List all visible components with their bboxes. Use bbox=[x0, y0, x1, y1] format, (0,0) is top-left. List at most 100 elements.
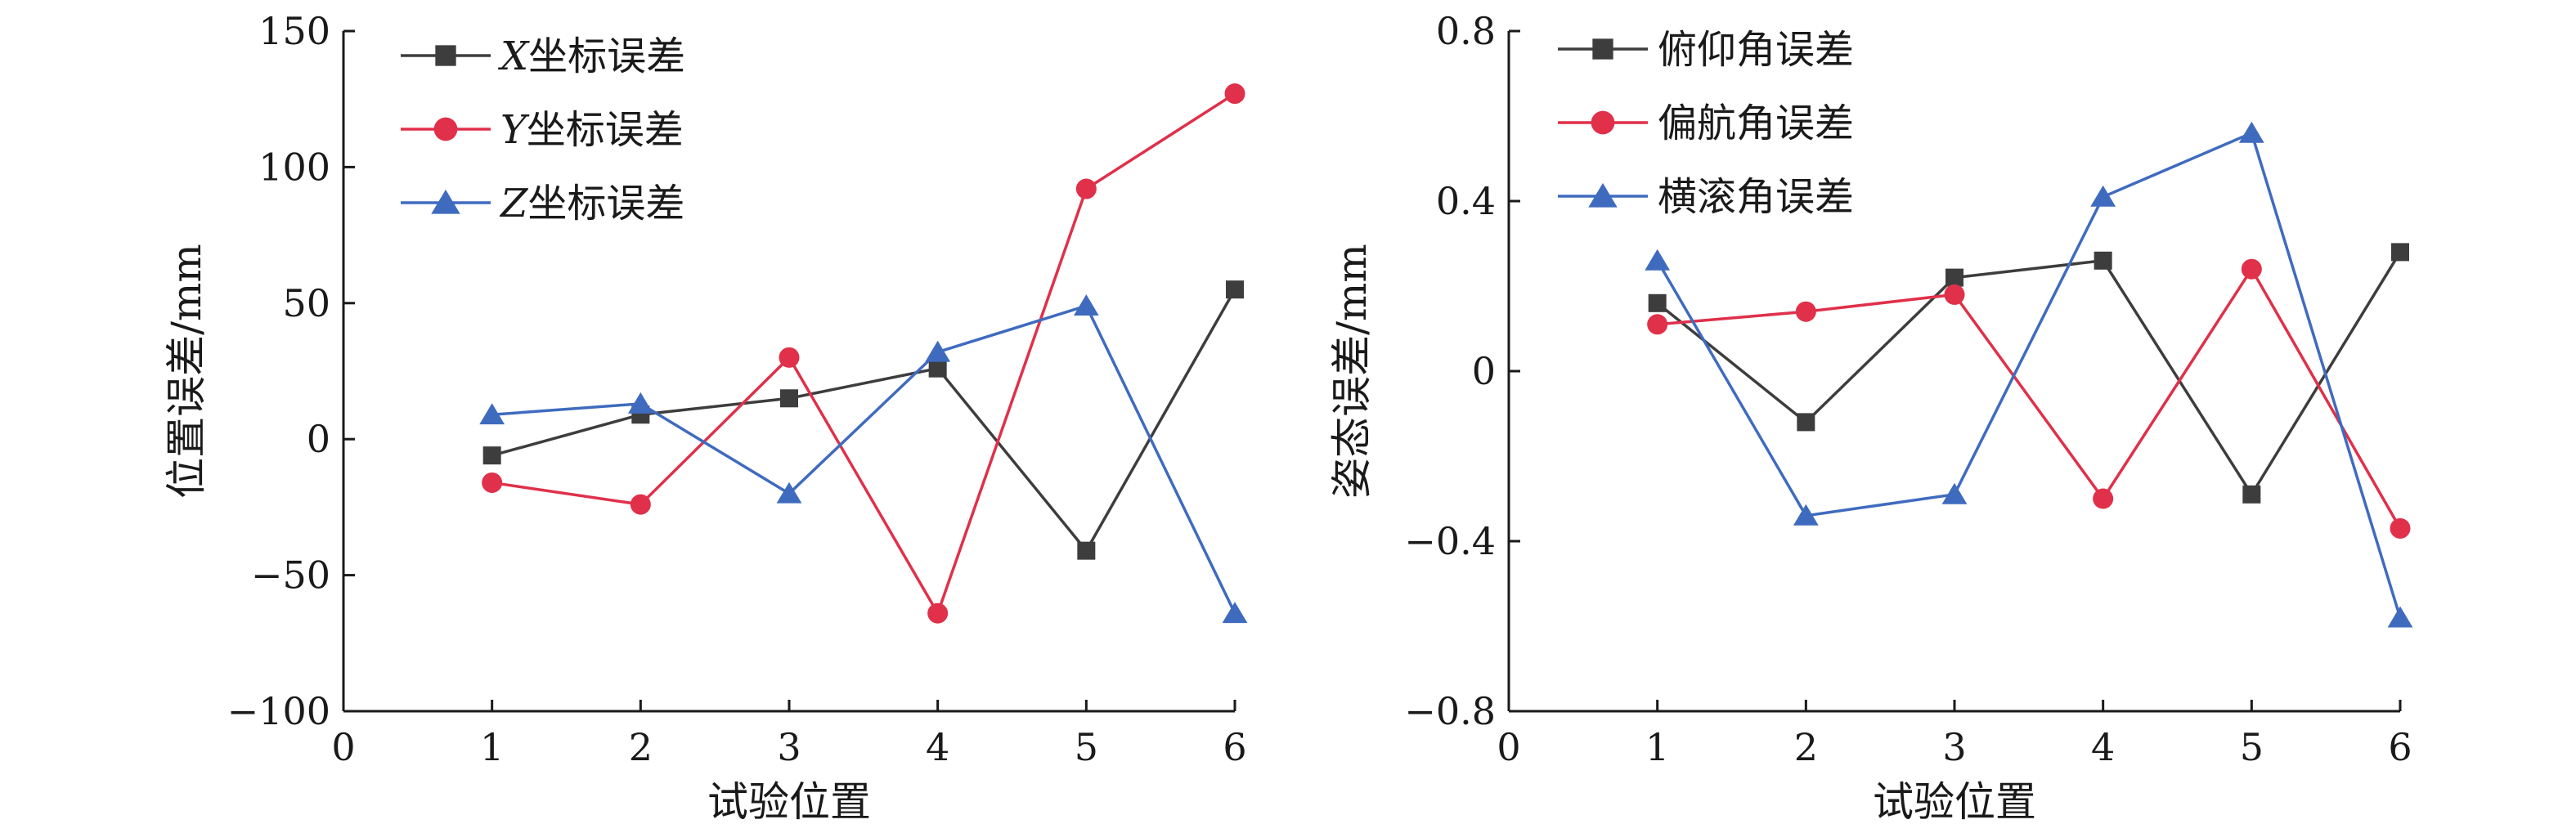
chart1-legend-item-1: X坐标误差 bbox=[401, 34, 685, 79]
chart2-series-2-line bbox=[1657, 266, 2402, 530]
chart1-y-tick-label: 100 bbox=[258, 145, 330, 189]
chart1-y-tick-label: 150 bbox=[258, 9, 330, 53]
chart1-legend-item-3: Z坐标误差 bbox=[401, 181, 684, 226]
chart2: 0.80.40−0.4−0.80 1 2 3 4 5 6试验位置姿态误差/mm俯仰角误差偏航… bbox=[1328, 9, 2413, 826]
chart2-series-2-point bbox=[2390, 517, 2411, 539]
chart1-y-tick-label: 0 bbox=[307, 417, 330, 461]
chart1-legend-label: Y坐标误差 bbox=[500, 107, 684, 153]
chart1-series-2-point bbox=[482, 472, 503, 493]
chart1-series-1-point bbox=[1077, 541, 1096, 560]
chart2-legend-label-text: 俯仰角误差 bbox=[1658, 27, 1854, 73]
chart2-series-1-point bbox=[2242, 485, 2261, 504]
chart1-legend-label-var: Z bbox=[499, 181, 529, 226]
chart2-series-1-line bbox=[1656, 251, 2402, 498]
chart1-legend-label-text: 坐标误差 bbox=[528, 34, 685, 79]
chart2-x-axis-title: 试验位置 bbox=[1873, 778, 2036, 826]
chart2-series-1-point bbox=[1797, 413, 1815, 432]
chart1-series-3-point bbox=[925, 340, 951, 362]
chart1-series-3-point bbox=[627, 392, 653, 414]
chart1-series-3-point bbox=[479, 403, 505, 425]
chart1-x-tick-label: 4 bbox=[926, 725, 949, 769]
chart1-series-3-point bbox=[776, 481, 802, 504]
chart2-x-tick-label: 6 bbox=[2388, 725, 2412, 769]
chart2-series-2-point bbox=[2241, 258, 2262, 280]
chart1-x-tick-label: 0 bbox=[331, 725, 355, 769]
chart2-series-1-point bbox=[1945, 268, 1963, 287]
chart2-legend-label: 俯仰角误差 bbox=[1658, 27, 1854, 73]
chart2-series-2-point bbox=[1647, 314, 1668, 335]
chart1-series-3-point bbox=[1222, 602, 1248, 624]
chart1-series-1-point bbox=[780, 389, 798, 408]
chart2-series-1-point bbox=[2391, 243, 2409, 262]
chart1-x-tick-label: 1 bbox=[480, 725, 504, 769]
chart2-series-3 bbox=[1645, 121, 2413, 628]
chart2-x-tick-label: 1 bbox=[1645, 725, 1669, 769]
chart1-legend-label-text: 坐标误差 bbox=[527, 181, 684, 226]
chart2-series-3-point bbox=[1941, 482, 1968, 504]
chart2-x-tick-label: 3 bbox=[1942, 725, 1966, 769]
chart2-legend-marker bbox=[1588, 182, 1618, 208]
chart2-series-2-point bbox=[1795, 301, 1816, 322]
chart2-legend-label-text: 偏航角误差 bbox=[1658, 101, 1854, 146]
chart2-series-1-point bbox=[1648, 293, 1667, 312]
chart2-legend-item-2: 偏航角误差 bbox=[1558, 101, 1854, 146]
chart2-series-3-line bbox=[1656, 131, 2402, 619]
chart1-y-tick-label: −50 bbox=[251, 553, 330, 598]
chart1-y-tick-label: −100 bbox=[227, 689, 330, 733]
chart1-series-2-point bbox=[1075, 178, 1097, 199]
chart2-series-1 bbox=[1648, 243, 2409, 504]
chart1-series-2-point bbox=[630, 494, 651, 515]
chart2-legend-label-text: 横滚角误差 bbox=[1658, 174, 1854, 220]
chart2-series-3-point bbox=[2238, 121, 2264, 143]
chart2-y-tick-label: −0.4 bbox=[1404, 519, 1496, 563]
chart1-x-tick-label: 5 bbox=[1075, 725, 1098, 769]
chart1-legend-label: X坐标误差 bbox=[497, 34, 685, 79]
chart2-series-3-point bbox=[1793, 504, 1819, 526]
chart2-x-tick-label: 5 bbox=[2240, 725, 2264, 769]
chart2-y-tick-label: −0.8 bbox=[1404, 689, 1496, 733]
chart2-series-2 bbox=[1647, 258, 2411, 539]
chart2-y-tick-label: 0.4 bbox=[1436, 179, 1496, 223]
chart2-legend-item-1: 俯仰角误差 bbox=[1558, 27, 1854, 73]
chart1-legend-label: Z坐标误差 bbox=[499, 181, 684, 226]
chart1-series-2-line bbox=[491, 92, 1236, 617]
chart1-series-1-point bbox=[1226, 280, 1244, 299]
chart2-series-3-point bbox=[1645, 249, 1671, 271]
chart1-series-1 bbox=[482, 280, 1244, 560]
chart1-series-3 bbox=[479, 294, 1248, 624]
chart1-legend-label-var: X bbox=[497, 34, 530, 79]
chart2-legend-item-3: 横滚角误差 bbox=[1558, 174, 1854, 220]
chart2-series-3-point bbox=[2090, 185, 2116, 207]
chart2-series-2-point bbox=[2093, 488, 2114, 509]
chart1-x-axis-title: 试验位置 bbox=[707, 778, 871, 826]
chart1-x-tick-label: 3 bbox=[777, 725, 801, 769]
chart1-legend-label-text: 坐标误差 bbox=[527, 107, 684, 153]
chart2-series-3-point bbox=[2387, 606, 2413, 628]
chart2-y-axis-title: 姿态误差/mm bbox=[1328, 244, 1376, 499]
chart2-legend-marker bbox=[1591, 110, 1615, 135]
chart2-x-tick-label: 4 bbox=[2091, 725, 2115, 769]
chart2-x-tick-label: 0 bbox=[1497, 725, 1520, 769]
chart2-legend-label: 偏航角误差 bbox=[1658, 101, 1854, 146]
chart1-legend-marker bbox=[435, 45, 456, 66]
chart1-series-1-point bbox=[928, 359, 947, 378]
chart1-series-1-line bbox=[491, 289, 1236, 553]
chart2-legend-label: 横滚角误差 bbox=[1658, 174, 1854, 220]
chart1-series-3-point bbox=[1073, 294, 1099, 316]
chart1-series-3-line bbox=[491, 304, 1236, 614]
chart1-series-1-point bbox=[482, 446, 501, 465]
chart1-legend-marker bbox=[431, 189, 460, 214]
chart2-series-1-point bbox=[2094, 251, 2112, 270]
chart1-y-tick-label: 50 bbox=[282, 281, 330, 325]
chart2-x-tick-label: 2 bbox=[1794, 725, 1818, 769]
chart1-x-tick-label: 2 bbox=[629, 725, 653, 769]
chart1-series-2-point bbox=[1224, 83, 1245, 105]
chart1-series-2-point bbox=[779, 347, 800, 368]
chart1-legend-item-2: Y坐标误差 bbox=[401, 107, 684, 153]
chart2-y-tick-label: 0.8 bbox=[1436, 9, 1496, 53]
chart1-legend-label-var: Y bbox=[500, 107, 530, 153]
chart2-series-2-point bbox=[1944, 284, 1965, 305]
